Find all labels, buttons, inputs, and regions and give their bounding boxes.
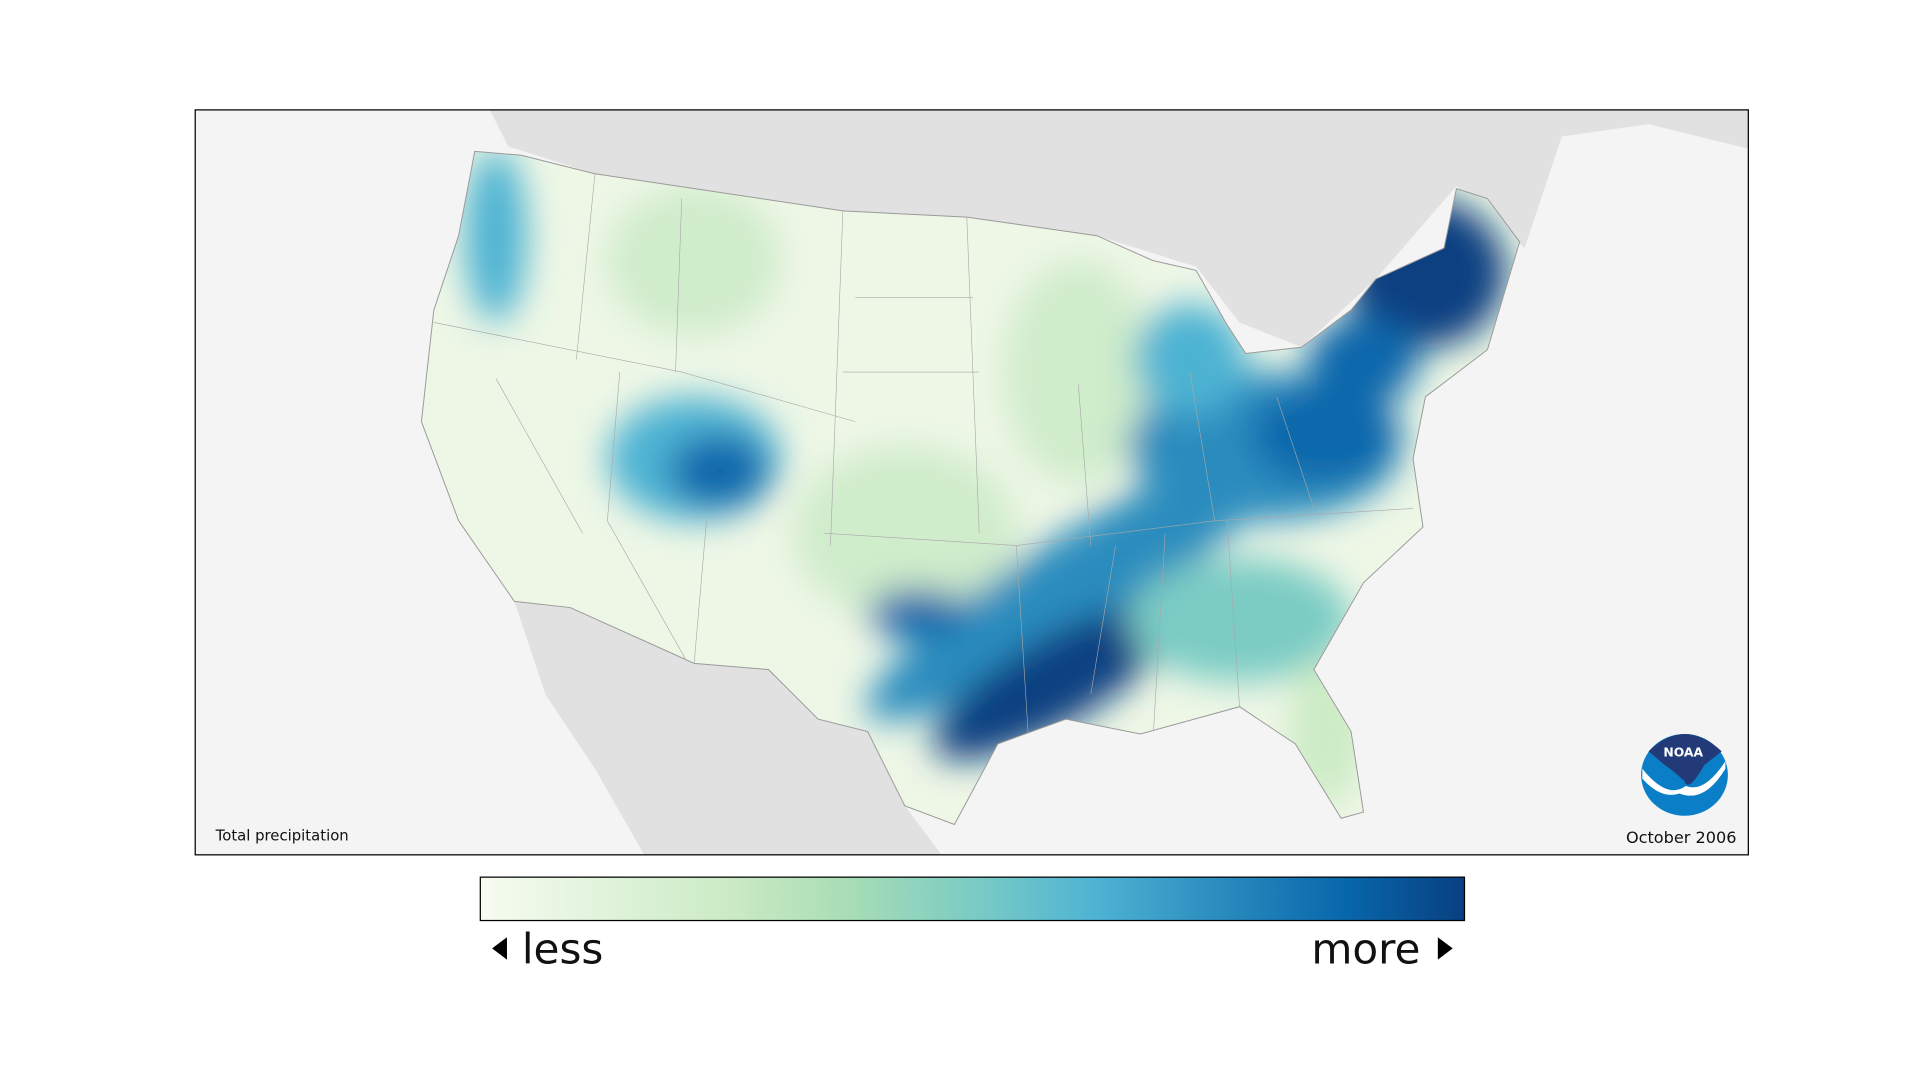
map-frame: Total precipitation October 2006 NOAA [194,109,1749,856]
state-borders [433,173,1414,744]
legend-colorbar [479,876,1466,922]
noaa-logo-text: NOAA [1663,744,1703,759]
color-legend: less more [479,876,1466,973]
arrow-left-icon [492,937,507,960]
map-border [194,109,1749,856]
arrow-right-icon [1437,937,1453,960]
legend-more-label: more [1311,924,1420,973]
canada-landmass [452,109,1749,348]
noaa-logo: NOAA [1641,733,1728,816]
legend-less-label: less [522,924,604,973]
variable-label: Total precipitation [215,827,349,845]
mexico-landmass [514,601,943,856]
date-label: October 2006 [1626,828,1737,847]
